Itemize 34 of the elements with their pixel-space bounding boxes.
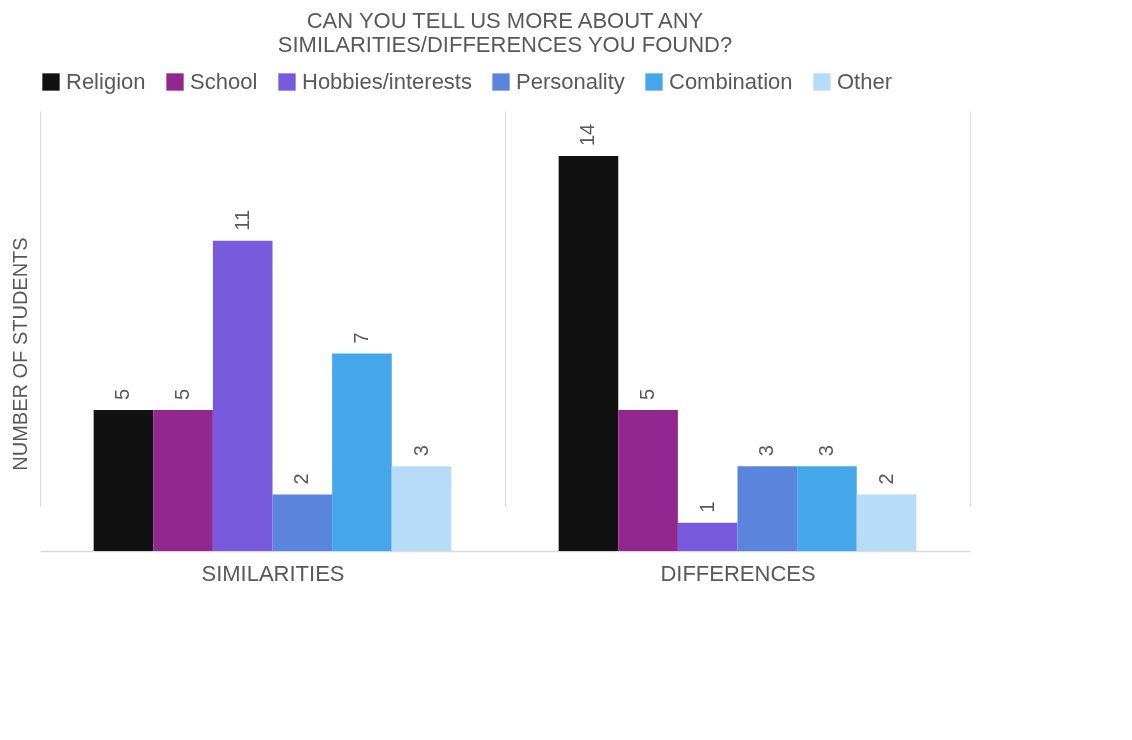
bar xyxy=(856,494,917,551)
data-label: 2 xyxy=(290,473,313,485)
data-label: 3 xyxy=(409,445,432,457)
bar xyxy=(153,409,213,551)
bar xyxy=(212,240,273,551)
bar xyxy=(272,494,333,551)
data-label: 5 xyxy=(636,388,659,400)
data-label: 1 xyxy=(695,501,718,513)
data-label: 3 xyxy=(814,445,837,457)
data-label: 5 xyxy=(171,388,194,400)
legend-label: Combination xyxy=(669,69,793,94)
legend-label: School xyxy=(190,69,258,94)
chart-title: CAN YOU TELL US MORE ABOUT ANY SIMILARITIES/DIFFERENCES YOU FOUND? xyxy=(277,8,733,57)
x-tick-label: SIMILARITIES xyxy=(201,560,345,586)
data-label: 7 xyxy=(349,332,372,344)
bar xyxy=(93,409,154,551)
x-tick-label: DIFFERENCES xyxy=(660,560,816,586)
legend-label: Other xyxy=(837,69,893,94)
bar xyxy=(797,466,857,551)
data-label: 14 xyxy=(576,123,599,146)
data-label: 11 xyxy=(230,209,253,231)
data-label: 3 xyxy=(755,445,778,457)
data-label: 5 xyxy=(111,388,134,400)
bar xyxy=(558,156,619,551)
bar xyxy=(332,353,392,551)
legend-label: Personality xyxy=(516,69,625,94)
legend-label: Religion xyxy=(66,69,146,94)
bar xyxy=(677,522,738,551)
bar xyxy=(618,409,678,551)
legend-label: Hobbies/interests xyxy=(302,69,472,94)
bar xyxy=(391,466,452,551)
data-label: 2 xyxy=(874,473,897,485)
y-axis-title: NUMBER OF STUDENTS xyxy=(8,237,31,471)
bar xyxy=(737,466,798,551)
